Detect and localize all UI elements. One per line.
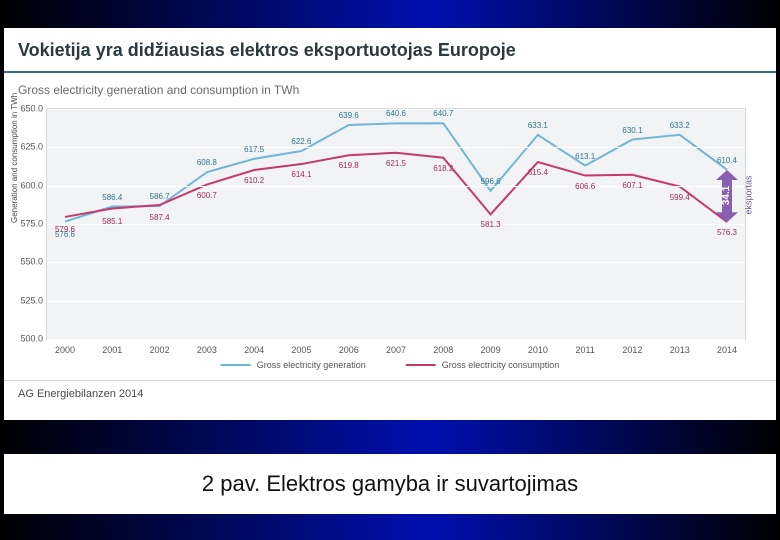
data-label: 640.7 [433, 109, 453, 118]
x-tick-label: 2002 [150, 339, 170, 355]
data-label: 610.4 [717, 156, 737, 165]
gridline [47, 262, 745, 263]
x-tick-label: 2007 [386, 339, 406, 355]
x-tick-label: 2004 [244, 339, 264, 355]
data-label: 585.1 [102, 217, 122, 226]
card-title-bar: Vokietija yra didžiausias elektros ekspo… [4, 28, 776, 73]
data-label: 607.1 [622, 181, 642, 190]
export-label: eksportas [744, 175, 754, 214]
legend-swatch-generation [221, 364, 251, 366]
data-label: 633.2 [670, 121, 690, 130]
data-label: 633.1 [528, 121, 548, 130]
data-label: 621.5 [386, 159, 406, 168]
data-label: 576.3 [717, 228, 737, 237]
y-axis-label: Generation and consumption in TWh [10, 93, 19, 223]
data-label: 618.2 [433, 164, 453, 173]
x-tick-label: 2005 [291, 339, 311, 355]
chart-card: Vokietija yra didžiausias elektros ekspo… [4, 28, 776, 420]
y-tick-label: 625.0 [20, 143, 47, 152]
x-tick-label: 2003 [197, 339, 217, 355]
chart-legend: Gross electricity generation Gross elect… [221, 360, 560, 370]
x-tick-label: 2010 [528, 339, 548, 355]
data-label: 619.8 [339, 161, 359, 170]
data-label: 630.1 [622, 126, 642, 135]
legend-item-generation: Gross electricity generation [221, 360, 366, 370]
source-text: AG Energiebilanzen 2014 [18, 388, 143, 400]
gridline [47, 224, 745, 225]
x-tick-label: 2013 [670, 339, 690, 355]
legend-label-consumption: Gross electricity consumption [442, 360, 560, 370]
chart-plot-area: 500.0525.0550.0575.0600.0625.0650.020002… [46, 108, 746, 340]
data-label: 599.4 [670, 193, 690, 202]
data-label: 581.3 [481, 220, 501, 229]
data-label: 596.6 [481, 177, 501, 186]
x-tick-label: 2001 [102, 339, 122, 355]
data-label: 640.6 [386, 109, 406, 118]
data-label: 622.6 [291, 137, 311, 146]
data-label: 610.2 [244, 176, 264, 185]
gridline [47, 301, 745, 302]
y-tick-label: 650.0 [20, 105, 47, 114]
data-label: 579.6 [55, 225, 75, 234]
data-label: 639.6 [339, 111, 359, 120]
data-label: 613.1 [575, 152, 595, 161]
y-tick-label: 550.0 [20, 258, 47, 267]
data-label: 586.4 [102, 193, 122, 202]
data-label: 586.7 [150, 192, 170, 201]
gridline [47, 147, 745, 148]
data-label: 600.7 [197, 191, 217, 200]
data-label: 617.5 [244, 145, 264, 154]
slide-frame: Vokietija yra didžiausias elektros ekspo… [0, 0, 780, 540]
chart-title: Gross electricity generation and consump… [4, 73, 776, 103]
card-title: Vokietija yra didžiausias elektros ekspo… [18, 40, 762, 61]
x-tick-label: 2009 [481, 339, 501, 355]
x-tick-label: 2012 [622, 339, 642, 355]
caption-band: 2 pav. Elektros gamyba ir suvartojimas [4, 454, 776, 514]
y-tick-label: 500.0 [20, 335, 47, 344]
x-tick-label: 2011 [575, 339, 594, 355]
data-label: 608.8 [197, 158, 217, 167]
data-label: 614.1 [291, 170, 311, 179]
x-tick-label: 2008 [433, 339, 453, 355]
series-line-generation [65, 123, 727, 221]
legend-swatch-consumption [406, 364, 436, 366]
y-tick-label: 600.0 [20, 181, 47, 190]
caption-text: 2 pav. Elektros gamyba ir suvartojimas [202, 471, 578, 497]
card-footer-divider [4, 380, 776, 381]
data-label: 587.4 [150, 213, 170, 222]
legend-item-consumption: Gross electricity consumption [406, 360, 560, 370]
data-label: 615.4 [528, 168, 548, 177]
data-label: 606.6 [575, 182, 595, 191]
y-tick-label: 575.0 [20, 220, 47, 229]
export-value: 34.1 [721, 186, 732, 205]
x-tick-label: 2014 [717, 339, 737, 355]
x-tick-label: 2006 [339, 339, 359, 355]
y-tick-label: 525.0 [20, 296, 47, 305]
x-tick-label: 2000 [55, 339, 75, 355]
legend-label-generation: Gross electricity generation [257, 360, 366, 370]
